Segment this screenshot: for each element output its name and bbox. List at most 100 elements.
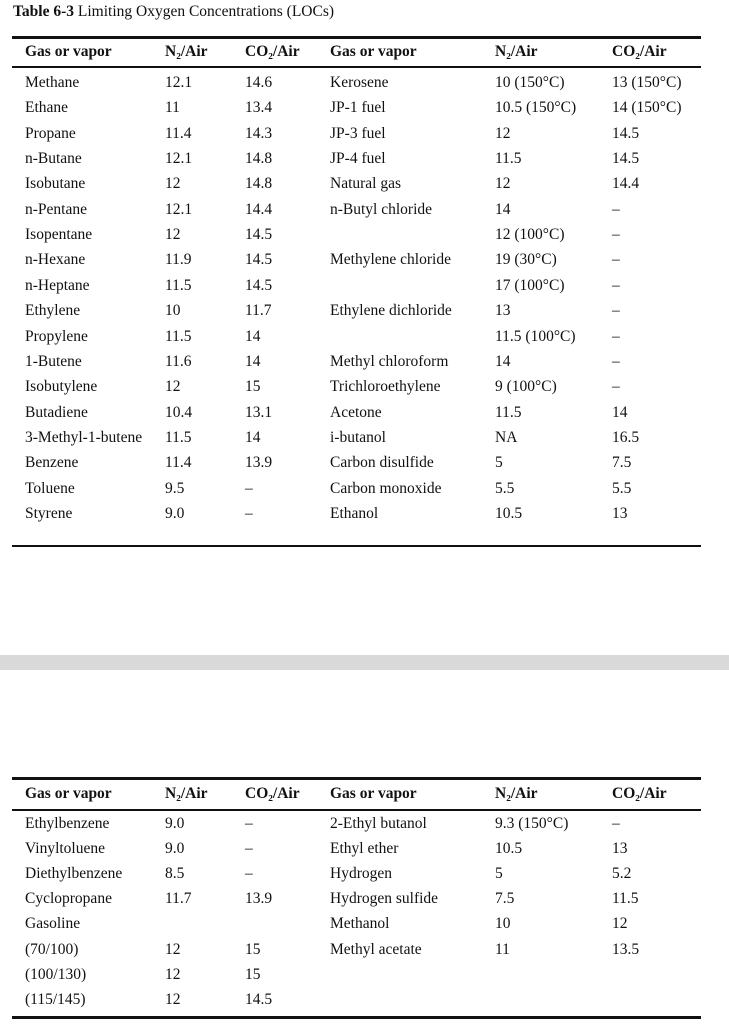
rule [12,545,701,547]
table-cell: – [612,815,620,832]
table-cell: – [245,865,253,883]
table-cell: 12 [165,226,181,244]
table-cell: (70/100) [25,940,79,958]
table-cell: 10.5 (150°C) [495,99,577,117]
table-cell: 17 (100°C) [495,276,565,294]
table-cell: Hydrogen sulfide [330,890,439,908]
table-cell: 11.5 [165,276,192,294]
table-cell: 14 [495,200,511,218]
table-cell: 15 [245,965,261,983]
table-cell: – [245,504,253,522]
table-cell: 11.7 [245,302,272,320]
table-cell: – [612,276,620,294]
rule [12,809,701,811]
table-cell: Benzene [25,454,79,472]
table-cell: Methanol [330,915,390,933]
column-header: N₂/Air [165,43,208,60]
table-cell: 12 [165,990,181,1008]
table-cell: 13 (150°C) [612,74,682,91]
table-cell: – [612,200,620,218]
table-cell: 5.5 [495,479,515,497]
table-cell: Kerosene [330,74,389,91]
rule [12,36,701,39]
table-cell: 14 [612,403,628,421]
table-cell: – [612,378,620,396]
table-cell: 13 [612,504,628,522]
table-cell: 12 [165,940,181,958]
table-cell: 9.0 [165,815,185,832]
column-header: N₂/Air [495,43,538,60]
table-cell: 12.1 [165,74,193,91]
rule [12,1016,701,1019]
table-cell: JP-1 fuel [330,99,386,117]
table-cell: 14.8 [245,150,273,168]
table-cell: 12 [612,915,628,933]
table-cell: Ethane [25,99,69,117]
table-cell: Natural gas [330,175,402,193]
table-cell: 11.5 [612,890,639,908]
table-cell: (100/130) [25,965,87,983]
table-cell: 14.4 [245,200,273,218]
table-cell: Cyclopropane [25,890,112,908]
table-cell: 10 [495,915,511,933]
table-cell: 11.9 [165,251,192,269]
column-header: Gas or vapor [25,785,112,802]
table-cell: 8.5 [165,865,185,883]
table-cell: 14.6 [245,74,273,91]
table-cell: 11.4 [165,454,192,472]
table-cell: Styrene [25,504,73,522]
table-cell: 19 (30°C) [495,251,557,269]
table-cell: 14.8 [245,175,273,193]
table-cell: 11.4 [165,124,192,142]
table-cell: 13.4 [245,99,273,117]
table-cell: Methyl acetate [330,940,422,958]
table-cell: 3-Methyl-1-butene [25,428,143,446]
table-cell: Ethylbenzene [25,815,110,832]
title: Table 6-3 Limiting Oxygen Concentrations… [13,3,334,21]
column-header: CO₂/Air [245,785,300,802]
table-cell: 12 [495,175,511,193]
table-cell: n-Butane [25,150,82,168]
table-cell: – [612,327,620,345]
table-cell: Gasoline [25,915,81,933]
table-cell: 12 [165,378,181,396]
table-cell: Butadiene [25,403,88,421]
table-cell: 12.1 [165,150,193,168]
table-cell: 11.5 (100°C) [495,327,576,345]
table-cell: 5 [495,865,503,883]
rule [12,66,701,68]
table-cell: 10.5 [495,504,523,522]
table-cell: Propylene [25,327,88,345]
table-cell: 12 [165,965,181,983]
table-cell: Ethyl ether [330,840,399,858]
table-cell: Vinyltoluene [25,840,105,858]
table-cell: (115/145) [25,990,86,1008]
table-cell: n-Butyl chloride [330,200,433,218]
table-cell: – [612,352,620,370]
table-cell: 14 [245,352,261,370]
column-header: CO₂/Air [612,43,667,60]
rule [12,777,701,780]
table-cell: 2-Ethyl butanol [330,815,427,832]
table-cell: 11.6 [165,352,192,370]
table-cell: 12 [495,124,511,142]
table-cell: 9.0 [165,840,185,858]
column-header: CO₂/Air [612,785,667,802]
table-cell: 14.5 [612,124,640,142]
table-cell: 11.5 [495,150,522,168]
table-cell: Isobutylene [25,378,98,396]
table-cell: 10.4 [165,403,193,421]
table-cell: Ethylene dichloride [330,302,452,320]
table-cell: 12 [165,175,181,193]
table-cell: 9.5 [165,479,185,497]
table-cell: 1-Butene [25,352,82,370]
table-cell: 11.7 [165,890,192,908]
table-cell: Ethanol [330,504,379,522]
table-cell: 11 [165,99,180,117]
table-cell: 14.5 [245,990,273,1008]
table-cell: JP-4 fuel [330,150,386,168]
table-cell: Toluene [25,479,75,497]
table-cell: Methyl chloroform [330,352,449,370]
table-cell: 15 [245,378,261,396]
